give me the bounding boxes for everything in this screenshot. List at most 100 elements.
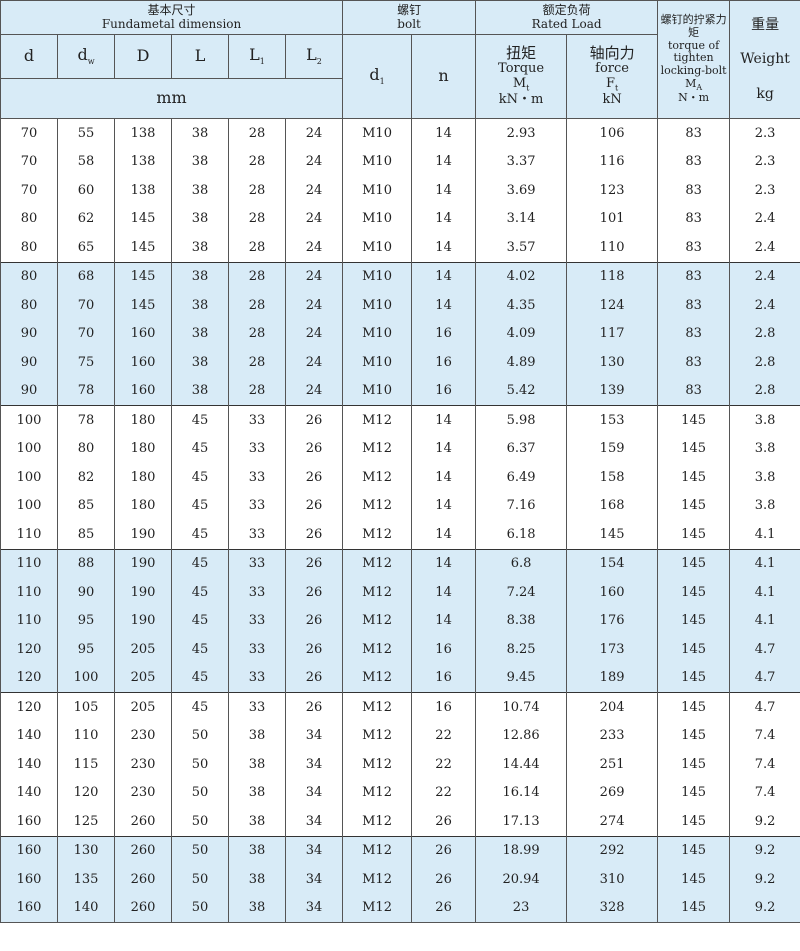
- cell-n: 16: [411, 319, 477, 348]
- cell-force: 123: [566, 176, 659, 205]
- cell-dw: 62: [57, 204, 115, 233]
- cell-D: 190: [114, 520, 172, 549]
- cell-D: 180: [114, 434, 172, 463]
- bolt-header: 螺钉 bolt: [342, 0, 477, 35]
- cell-n: 16: [411, 663, 477, 693]
- cell-d: 110: [0, 606, 58, 635]
- cell-dw: 95: [57, 606, 115, 635]
- bolt-en: bolt: [397, 16, 421, 31]
- cell-force: 110: [566, 233, 659, 262]
- cell-L2: 24: [284, 261, 344, 291]
- cell-D: 205: [114, 635, 172, 664]
- cell-L2: 24: [284, 376, 344, 406]
- cell-d1: M12: [342, 893, 413, 923]
- cell-L2: 24: [284, 348, 344, 377]
- table-row: 110 90 190 45 33 26 M12 14 7.24 160 145 4.1: [0, 578, 800, 607]
- cell-L2: 24: [284, 204, 344, 233]
- cell-n: 16: [411, 692, 477, 722]
- cell-L2: 34: [284, 865, 344, 894]
- weight-header: 重量 Weight kg: [729, 0, 800, 119]
- cell-weight: 3.8: [729, 491, 800, 520]
- table-row: 160 135 260 50 38 34 M12 26 20.94 310 145 9.2: [0, 865, 800, 894]
- cell-L1: 33: [228, 663, 286, 693]
- cell-L2: 34: [284, 835, 344, 865]
- cell-L: 45: [171, 520, 229, 549]
- cell-d: 90: [0, 319, 58, 348]
- cell-torque: 6.8: [475, 548, 568, 578]
- specification-table: 基本尺寸 Fundametal dimension 螺钉 bolt 额定负荷 Rate…: [0, 0, 800, 923]
- cell-D: 260: [114, 893, 172, 923]
- load-cn: 额定负荷: [542, 2, 591, 17]
- weight-en: Weight: [740, 51, 790, 68]
- cell-D: 230: [114, 721, 172, 750]
- tighten-cn: 螺钉的拧紧力矩: [660, 13, 727, 40]
- load-en: Rated Load: [531, 16, 602, 31]
- cell-d: 80: [0, 233, 58, 262]
- cell-force: 328: [566, 893, 659, 923]
- cell-d: 140: [0, 778, 58, 807]
- cell-L: 45: [171, 578, 229, 607]
- table-row: 140 115 230 50 38 34 M12 22 14.44 251 145 7.4: [0, 750, 800, 779]
- cell-L: 38: [171, 376, 229, 406]
- cell-weight: 2.4: [729, 291, 800, 320]
- d-label: d: [23, 46, 35, 66]
- cell-force: 251: [566, 750, 659, 779]
- table-row: 80 68 145 38 28 24 M10 14 4.02 118 83 2.4: [0, 261, 800, 291]
- unit-mm: mm: [0, 78, 344, 119]
- cell-weight: 9.2: [729, 835, 800, 865]
- rated-load-header: 额定负荷 Rated Load: [475, 0, 659, 35]
- torque-unit: kN・m: [498, 92, 544, 108]
- cell-force: 118: [566, 261, 659, 291]
- cell-dw: 95: [57, 635, 115, 664]
- cell-torque: 23: [475, 893, 568, 923]
- cell-torque: 4.09: [475, 319, 568, 348]
- cell-L2: 34: [284, 893, 344, 923]
- cell-L: 38: [171, 261, 229, 291]
- cell-d1: M10: [342, 204, 413, 233]
- cell-torque: 4.35: [475, 291, 568, 320]
- cell-force: 153: [566, 405, 659, 435]
- cell-dw: 140: [57, 893, 115, 923]
- cell-L1: 28: [228, 176, 286, 205]
- cell-force: 176: [566, 606, 659, 635]
- table-row: 80 70 145 38 28 24 M10 14 4.35 124 83 2.4: [0, 291, 800, 320]
- cell-L: 38: [171, 319, 229, 348]
- cell-n: 14: [411, 291, 477, 320]
- cell-dw: 90: [57, 578, 115, 607]
- cell-d1: M10: [342, 348, 413, 377]
- table-row: 100 80 180 45 33 26 M12 14 6.37 159 145 3.8: [0, 434, 800, 463]
- cell-tighten-torque: 145: [657, 721, 731, 750]
- table-row: 110 88 190 45 33 26 M12 14 6.8 154 145 4.1: [0, 548, 800, 578]
- cell-dw: 70: [57, 291, 115, 320]
- cell-torque: 3.57: [475, 233, 568, 262]
- basic-cn: 基本尺寸: [147, 2, 196, 17]
- cell-weight: 9.2: [729, 807, 800, 836]
- cell-force: 204: [566, 692, 659, 722]
- col-d1: d1: [342, 34, 413, 119]
- cell-d1: M12: [342, 721, 413, 750]
- cell-d: 100: [0, 405, 58, 435]
- cell-d1: M12: [342, 663, 413, 693]
- cell-torque: 3.14: [475, 204, 568, 233]
- cell-D: 145: [114, 233, 172, 262]
- table-row: 110 95 190 45 33 26 M12 14 8.38 176 145 4.1: [0, 606, 800, 635]
- cell-force: 154: [566, 548, 659, 578]
- cell-d1: M12: [342, 434, 413, 463]
- cell-d1: M12: [342, 807, 413, 836]
- cell-L1: 38: [228, 750, 286, 779]
- d1-label: d: [369, 65, 380, 85]
- cell-d1: M12: [342, 778, 413, 807]
- cell-L1: 33: [228, 548, 286, 578]
- cell-L1: 38: [228, 893, 286, 923]
- cell-L: 45: [171, 663, 229, 693]
- cell-d: 160: [0, 807, 58, 836]
- cell-L2: 34: [284, 721, 344, 750]
- cell-force: 116: [566, 147, 659, 176]
- cell-dw: 78: [57, 376, 115, 406]
- cell-L2: 26: [284, 692, 344, 722]
- d1-sub: 1: [379, 77, 385, 87]
- cell-d1: M12: [342, 865, 413, 894]
- table-row: 140 120 230 50 38 34 M12 22 16.14 269 145 7.4: [0, 778, 800, 807]
- cell-L: 38: [171, 147, 229, 176]
- cell-L: 45: [171, 434, 229, 463]
